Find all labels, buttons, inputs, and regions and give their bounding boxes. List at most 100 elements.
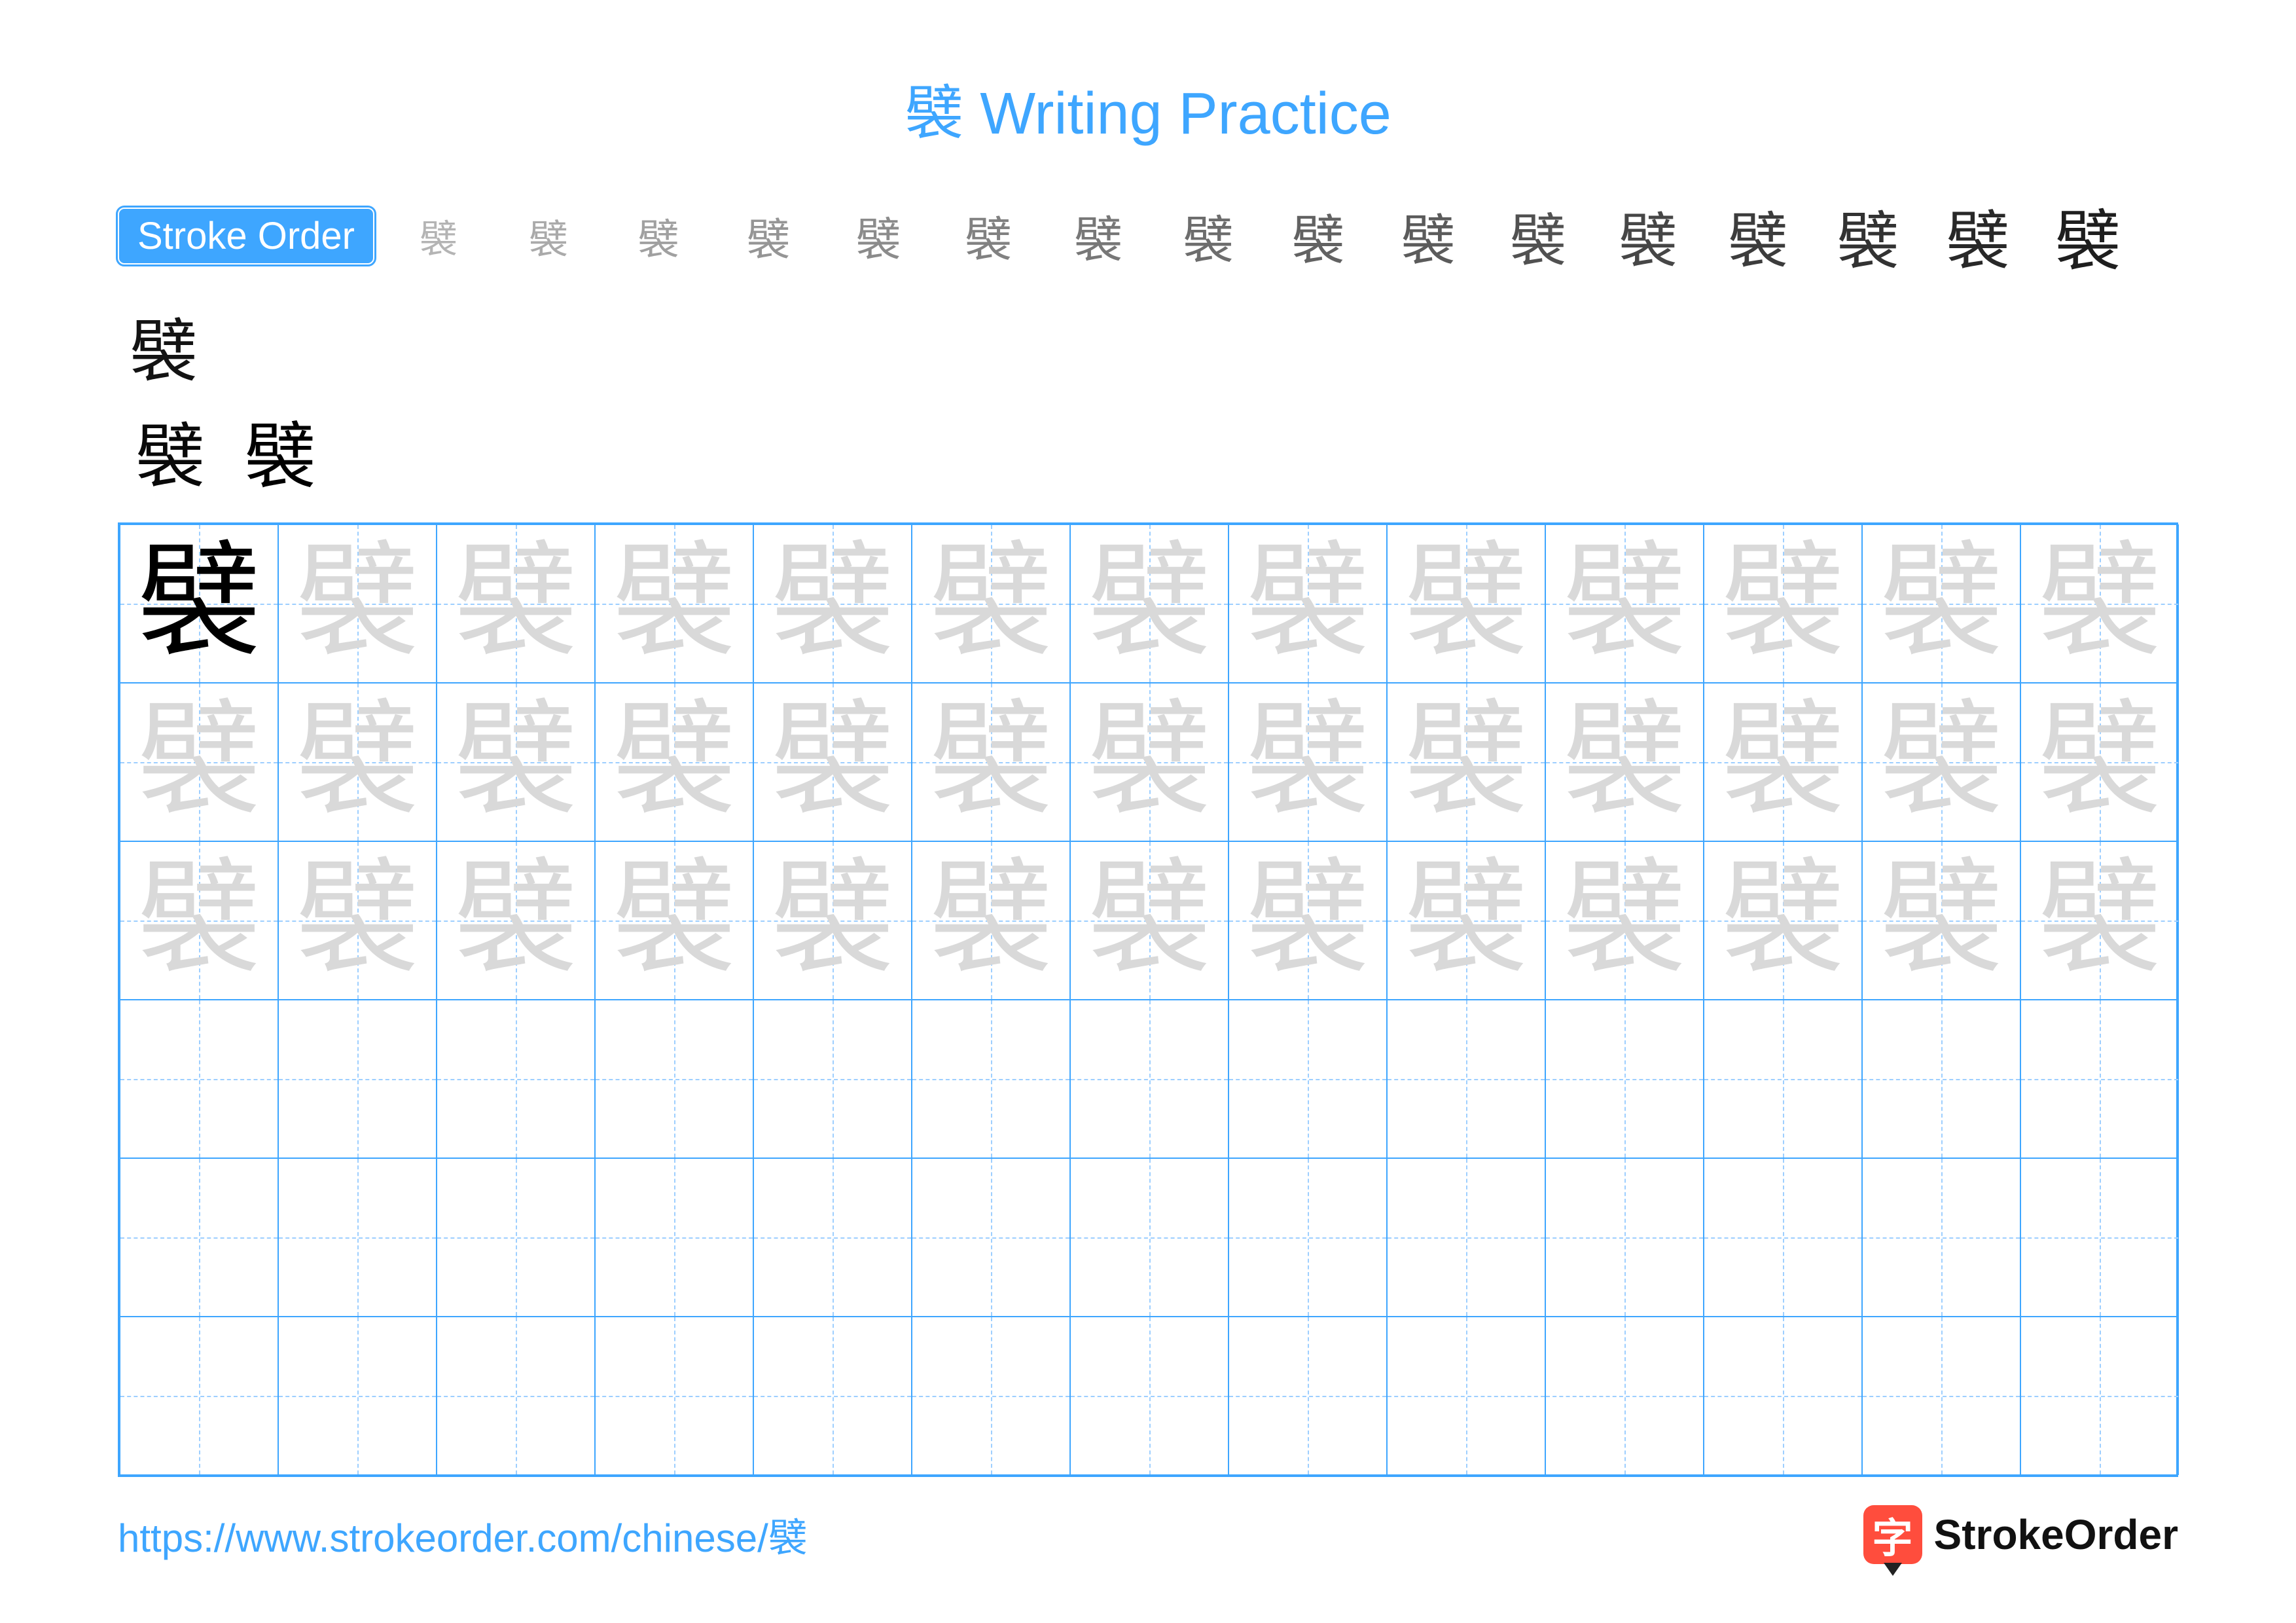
stroke-step: 襞 [723, 190, 814, 282]
trace-character: 襞 [1879, 858, 2003, 983]
practice-cell: 襞 [912, 683, 1070, 841]
practice-cell [1545, 1158, 1704, 1317]
model-character: 襞 [137, 541, 261, 666]
stroke-order-badge: Stroke Order [118, 208, 374, 264]
trace-character: 襞 [1879, 541, 2003, 666]
practice-cell: 襞 [120, 683, 278, 841]
practice-cell [120, 1158, 278, 1317]
brand-icon: 字 [1863, 1505, 1922, 1564]
trace-character: 襞 [1246, 541, 1370, 666]
practice-cell [2020, 1317, 2179, 1475]
trace-character: 襞 [454, 700, 578, 824]
practice-cell: 襞 [1070, 683, 1229, 841]
stroke-step: 襞 [234, 405, 326, 496]
practice-cell [1704, 1317, 1862, 1475]
trace-character: 襞 [2037, 700, 2162, 824]
practice-cell: 襞 [437, 524, 595, 683]
practice-cell [912, 1000, 1070, 1158]
stroke-step: 襞 [2042, 190, 2134, 282]
practice-cell: 襞 [1229, 683, 1387, 841]
stroke-step: 襞 [1382, 190, 1474, 282]
trace-character: 襞 [137, 700, 261, 824]
practice-cell [1387, 1000, 1545, 1158]
trace-character: 襞 [295, 541, 420, 666]
trace-character: 襞 [1721, 541, 1845, 666]
stroke-step: 襞 [124, 405, 216, 496]
brand-text: StrokeOrder [1934, 1510, 2178, 1559]
practice-cell: 襞 [753, 524, 912, 683]
practice-cell: 襞 [278, 524, 437, 683]
practice-cell: 襞 [595, 841, 753, 1000]
practice-cell: 襞 [1070, 841, 1229, 1000]
practice-cell: 襞 [1070, 524, 1229, 683]
practice-cell [1862, 1000, 2020, 1158]
practice-cell [120, 1317, 278, 1475]
stroke-step: 襞 [613, 190, 704, 282]
practice-cell [912, 1317, 1070, 1475]
practice-cell [753, 1000, 912, 1158]
practice-cell [1387, 1158, 1545, 1317]
trace-character: 襞 [1562, 858, 1687, 983]
practice-cell: 襞 [2020, 524, 2179, 683]
practice-cell: 襞 [1545, 524, 1704, 683]
practice-cell: 襞 [1229, 841, 1387, 1000]
practice-grid: 襞襞襞襞襞襞襞襞襞襞襞襞襞襞襞襞襞襞襞襞襞襞襞襞襞襞襞襞襞襞襞襞襞襞襞襞襞襞襞 [118, 522, 2178, 1477]
trace-character: 襞 [454, 541, 578, 666]
stroke-step: 襞 [1712, 190, 1804, 282]
practice-cell [1229, 1000, 1387, 1158]
practice-cell [278, 1317, 437, 1475]
practice-cell [2020, 1158, 2179, 1317]
practice-cell [595, 1158, 753, 1317]
practice-cell: 襞 [1545, 683, 1704, 841]
practice-cell [912, 1158, 1070, 1317]
brand: 字 StrokeOrder [1863, 1505, 2178, 1564]
stroke-step: 襞 [1052, 190, 1144, 282]
practice-cell [437, 1000, 595, 1158]
trace-character: 襞 [612, 541, 736, 666]
trace-character: 襞 [2037, 858, 2162, 983]
trace-character: 襞 [1246, 700, 1370, 824]
source-url: https://www.strokeorder.com/chinese/襞 [118, 1506, 808, 1563]
practice-cell [595, 1317, 753, 1475]
practice-cell [437, 1317, 595, 1475]
practice-cell: 襞 [1387, 524, 1545, 683]
stroke-order-row-2: 襞襞 [118, 405, 2178, 496]
practice-cell: 襞 [1229, 524, 1387, 683]
trace-character: 襞 [295, 700, 420, 824]
practice-cell [120, 1000, 278, 1158]
trace-character: 襞 [1404, 700, 1528, 824]
stroke-step: 襞 [393, 190, 484, 282]
practice-cell: 襞 [278, 841, 437, 1000]
trace-character: 襞 [612, 858, 736, 983]
practice-cell: 襞 [1862, 841, 2020, 1000]
trace-character: 襞 [929, 541, 1053, 666]
trace-character: 襞 [770, 700, 895, 824]
practice-cell: 襞 [2020, 841, 2179, 1000]
practice-cell [1229, 1158, 1387, 1317]
trace-character: 襞 [1562, 541, 1687, 666]
practice-cell: 襞 [1545, 841, 1704, 1000]
practice-cell [753, 1158, 912, 1317]
title-suffix: Writing Practice [963, 81, 1391, 147]
practice-cell [1862, 1158, 2020, 1317]
trace-character: 襞 [1879, 700, 2003, 824]
stroke-step: 襞 [1602, 190, 1694, 282]
stroke-step: 襞 [118, 300, 209, 392]
trace-character: 襞 [1087, 858, 1211, 983]
practice-cell: 襞 [120, 524, 278, 683]
trace-character: 襞 [295, 858, 420, 983]
trace-character: 襞 [1087, 700, 1211, 824]
trace-character: 襞 [1246, 858, 1370, 983]
practice-cell [1070, 1158, 1229, 1317]
practice-cell: 襞 [278, 683, 437, 841]
practice-cell: 襞 [437, 841, 595, 1000]
trace-character: 襞 [1404, 858, 1528, 983]
stroke-step: 襞 [1822, 190, 1914, 282]
practice-cell: 襞 [1387, 683, 1545, 841]
stroke-step: 襞 [1492, 190, 1584, 282]
practice-cell [753, 1317, 912, 1475]
practice-cell: 襞 [912, 841, 1070, 1000]
stroke-order-row: Stroke Order 襞襞襞襞襞襞襞襞襞襞襞襞襞襞襞襞襞 [118, 190, 2178, 392]
footer: https://www.strokeorder.com/chinese/襞 字 … [118, 1505, 2178, 1564]
practice-cell: 襞 [753, 841, 912, 1000]
